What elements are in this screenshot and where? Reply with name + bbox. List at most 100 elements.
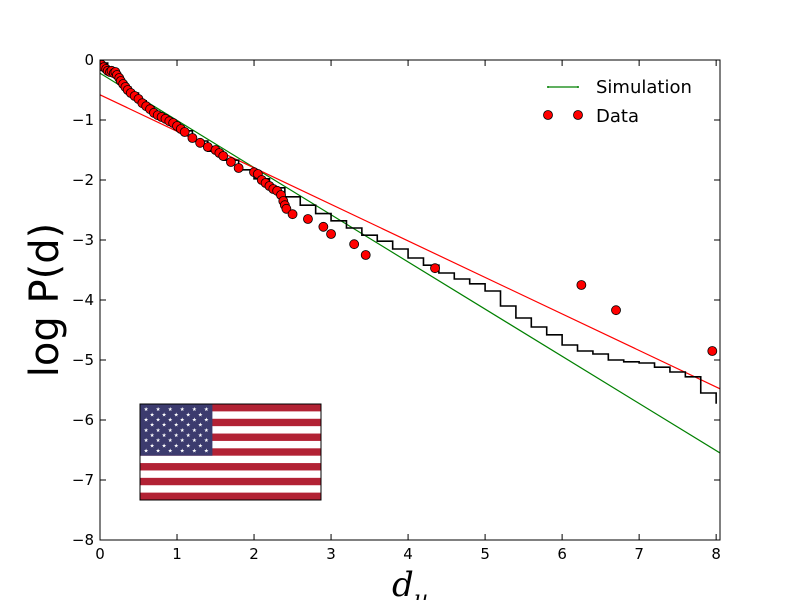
data-point [195, 137, 206, 148]
legend-simulation-dot-left [547, 86, 549, 88]
flag-star: ★ [162, 433, 167, 439]
flag-star: ★ [156, 449, 161, 455]
flag-star: ★ [180, 418, 185, 424]
flag-star: ★ [198, 433, 203, 439]
flag-star: ★ [174, 423, 179, 429]
x-tick-label: 4 [403, 545, 413, 563]
data-point [281, 203, 292, 214]
flag-star: ★ [168, 449, 173, 455]
x-tick-label: 1 [172, 545, 182, 563]
flag-star: ★ [180, 438, 185, 444]
flag-star: ★ [174, 433, 179, 439]
flag-star: ★ [186, 423, 191, 429]
flag-star: ★ [144, 449, 149, 455]
us-flag-icon: ★ ★ ★ ★ ★ ★★ ★ ★ ★ ★★ ★ ★ ★ ★ ★★ ★ ★ ★ ★★ ★ ★ ★ ★ ★★ ★ ★ ★ ★★ ★ ★ ★ ★ ★★… [139, 403, 322, 501]
flag-stripe [140, 404, 321, 412]
flag-star: ★ [150, 443, 155, 449]
data-point [218, 151, 229, 161]
flag-star: ★ [204, 407, 209, 413]
data-point [326, 229, 336, 239]
y-axis-label: log P(d) [22, 223, 68, 377]
x-tick-label: 7 [634, 545, 644, 563]
flag-star: ★ [150, 423, 155, 429]
flag-star: ★ [186, 412, 191, 418]
legend: Simulation Data [543, 77, 692, 127]
data-point [430, 263, 440, 274]
flag-star: ★ [156, 418, 161, 424]
y-tick-label: −5 [72, 351, 94, 369]
legend-simulation-dot-right [577, 86, 579, 88]
flag-star: ★ [162, 412, 167, 418]
flag-star: ★ [168, 418, 173, 424]
x-tick-label: 2 [249, 545, 259, 563]
x-tick-label: 6 [557, 545, 567, 563]
y-tick-label: −6 [72, 411, 94, 429]
flag-star: ★ [192, 428, 197, 434]
flag-star: ★ [180, 428, 185, 434]
flag-star: ★ [174, 443, 179, 449]
y-tick-label: −1 [72, 111, 94, 129]
flag-star: ★ [174, 412, 179, 418]
flag-star: ★ [204, 428, 209, 434]
legend-data-marker-left [543, 110, 553, 120]
flag-star: ★ [150, 433, 155, 439]
data-point [611, 305, 621, 316]
data-point [707, 346, 718, 356]
x-axis-label-subscript: u [414, 587, 428, 600]
flag-stripe [140, 477, 321, 486]
flag-border [139, 403, 322, 501]
flag-star: ★ [204, 438, 209, 444]
flag-star: ★ [198, 443, 203, 449]
flag-star: ★ [144, 418, 149, 424]
x-tick-label: 5 [480, 545, 490, 563]
flag-star: ★ [162, 423, 167, 429]
flag-star: ★ [156, 428, 161, 434]
flag-star: ★ [192, 438, 197, 444]
flag-star: ★ [186, 433, 191, 439]
flag-star: ★ [156, 438, 161, 444]
flag-stripe [140, 463, 321, 471]
flag-star: ★ [162, 443, 167, 449]
data-point [318, 221, 329, 232]
flag-stripe [140, 448, 321, 456]
plot-area [100, 60, 720, 454]
y-tick-label: −4 [72, 291, 94, 309]
x-tick-label: 3 [326, 545, 336, 563]
flag-star: ★ [144, 438, 149, 444]
flag-stripe [140, 418, 321, 427]
legend-label-simulation: Simulation [596, 77, 692, 98]
flag-star: ★ [180, 407, 185, 413]
flag-star: ★ [198, 412, 203, 418]
x-axis-label: d [392, 565, 414, 600]
data-point [187, 133, 198, 143]
simulation-fit-line [100, 72, 720, 454]
data-point [233, 163, 244, 173]
flag-stripe [140, 492, 321, 500]
flag-star: ★ [150, 412, 155, 418]
data-point [576, 280, 587, 290]
flag-star: ★ [144, 428, 149, 434]
y-tick-label: −7 [72, 471, 94, 489]
flag-star: ★ [198, 423, 203, 429]
y-tick-label: 0 [84, 51, 94, 69]
flag-star: ★ [168, 428, 173, 434]
flag-canton [140, 404, 213, 456]
flag-star: ★ [204, 418, 209, 424]
flag-star: ★ [180, 449, 185, 455]
data-point [226, 157, 236, 167]
flag-star: ★ [192, 407, 197, 413]
legend-label-data: Data [596, 106, 639, 127]
x-tick-label: 8 [711, 545, 721, 563]
legend-data-marker-right [573, 110, 583, 120]
axes-frame [99, 59, 721, 541]
flag-star: ★ [192, 418, 197, 424]
data-point [303, 214, 313, 224]
y-tick-label: −8 [72, 531, 94, 549]
x-tick-label: 0 [95, 545, 105, 563]
marks-layer [100, 60, 720, 454]
flag-star: ★ [204, 449, 209, 455]
flag-star: ★ [144, 407, 149, 413]
flag-star: ★ [192, 449, 197, 455]
flag-star: ★ [156, 407, 161, 413]
